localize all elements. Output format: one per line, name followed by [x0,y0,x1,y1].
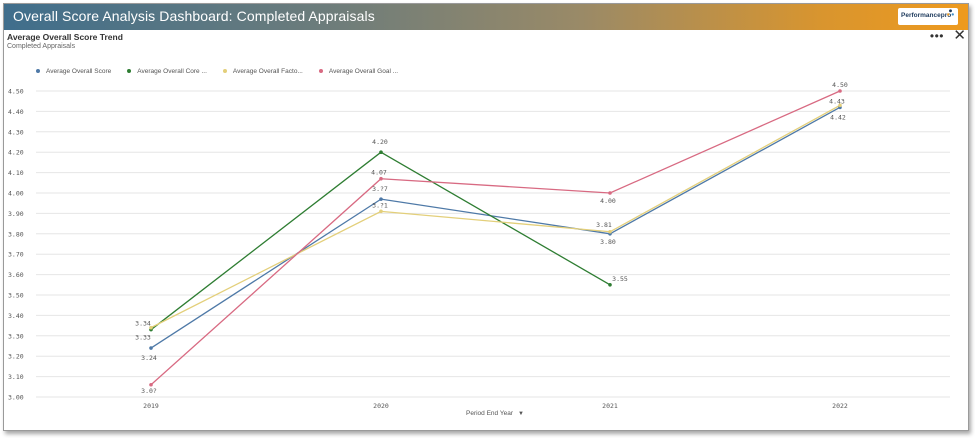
more-options-button[interactable]: ••• [929,29,944,43]
y-tick-label: 4.10 [8,169,24,177]
legend-label: Average Overall Core ... [137,67,207,75]
y-tick-label: 4.40 [8,108,24,116]
y-tick-label: 3.40 [8,312,24,320]
data-label: 3.0? [141,387,157,395]
y-tick-label: 3.00 [8,394,24,402]
data-label: 3.81 [596,221,612,229]
x-tick-label: 2022 [832,402,848,410]
legend-swatch [318,69,323,73]
chart-subtitle: Completed Appraisals [7,43,76,50]
legend-swatch [127,69,132,73]
data-point[interactable] [608,191,612,195]
data-label: 3.55 [612,275,628,283]
series-line [150,106,841,349]
data-label: 3.?7 [372,185,388,193]
dashboard-title: Overall Score Analysis Dashboard: Comple… [13,8,375,24]
data-point[interactable] [379,209,383,214]
y-tick-label: 3.10 [8,373,24,381]
data-label: 3.?1 [372,201,388,209]
y-tick-label: 3.80 [8,230,24,238]
data-label: 4.42 [830,113,846,121]
y-tick-label: 3.20 [8,353,24,361]
data-point[interactable] [379,150,383,154]
y-tick-label: 4.20 [8,149,24,157]
y-tick-label: 4.30 [8,128,24,136]
data-label: 4.00 [600,197,616,205]
x-tick-label: 2021 [602,402,618,410]
y-tick-label: 4.50 [8,88,24,96]
legend-item[interactable]: Average Overall Facto... [222,67,303,75]
chart-legend: Average Overall Score Average Overall Cor… [36,66,414,76]
legend-label: Average Overall Score [46,67,112,75]
y-tick-label: 3.50 [8,292,24,300]
close-button[interactable]: ✕ [953,27,966,44]
data-point[interactable] [838,103,842,108]
data-point[interactable] [149,325,153,330]
x-axis-title-dropdown[interactable]: Period End Year ▼ [466,410,524,417]
data-label: 4.20 [372,138,388,146]
y-tick-label: 3.30 [8,332,24,340]
data-point[interactable] [149,382,153,387]
data-label: 3.80 [600,238,616,246]
data-point[interactable] [608,229,612,234]
data-point[interactable] [838,89,842,93]
data-label: 3.33 [135,334,151,342]
logo-text: Performancepro [901,12,952,19]
y-tick-label: 3.70 [8,251,24,259]
legend-label: Average Overall Facto... [232,67,303,75]
data-label: 4.43 [829,97,845,105]
data-point[interactable] [379,176,383,181]
x-axis-title: Period End Year [466,410,513,417]
header-banner: Overall Score Analysis Dashboard: Comple… [4,4,968,30]
legend-label: Average Overall Goal ... [328,67,399,75]
legend-swatch [222,69,227,73]
dashboard-frame: Overall Score Analysis Dashboard: Comple… [3,3,969,431]
chart-title: Average Overall Score Trend [7,32,123,42]
caret-down-icon: ▼ [517,411,524,417]
y-tick-label: 3.90 [8,210,24,218]
legend-item[interactable]: Average Overall Core ... [127,68,207,75]
data-label: 3.24 [141,354,157,362]
company-logo: Performancepro [898,8,958,25]
legend-item[interactable]: Average Overall Goal ... [318,67,399,75]
data-point[interactable] [379,197,383,201]
legend-item[interactable]: Average Overall Score [36,68,111,75]
x-tick-label: 2020 [373,402,389,410]
data-label: 4.50 [832,81,848,89]
y-tick-label: 4.00 [8,190,24,198]
x-tick-label: 2019 [143,402,159,410]
series-line [150,104,841,329]
legend-swatch [36,69,40,73]
series-line [150,90,841,386]
y-tick-label: 3.60 [8,271,24,279]
logo-mark-icon [947,9,954,16]
data-point[interactable] [608,283,612,287]
data-label: 3.34 [135,320,151,328]
data-point[interactable] [149,346,153,350]
data-label: 4.07 [371,169,387,177]
